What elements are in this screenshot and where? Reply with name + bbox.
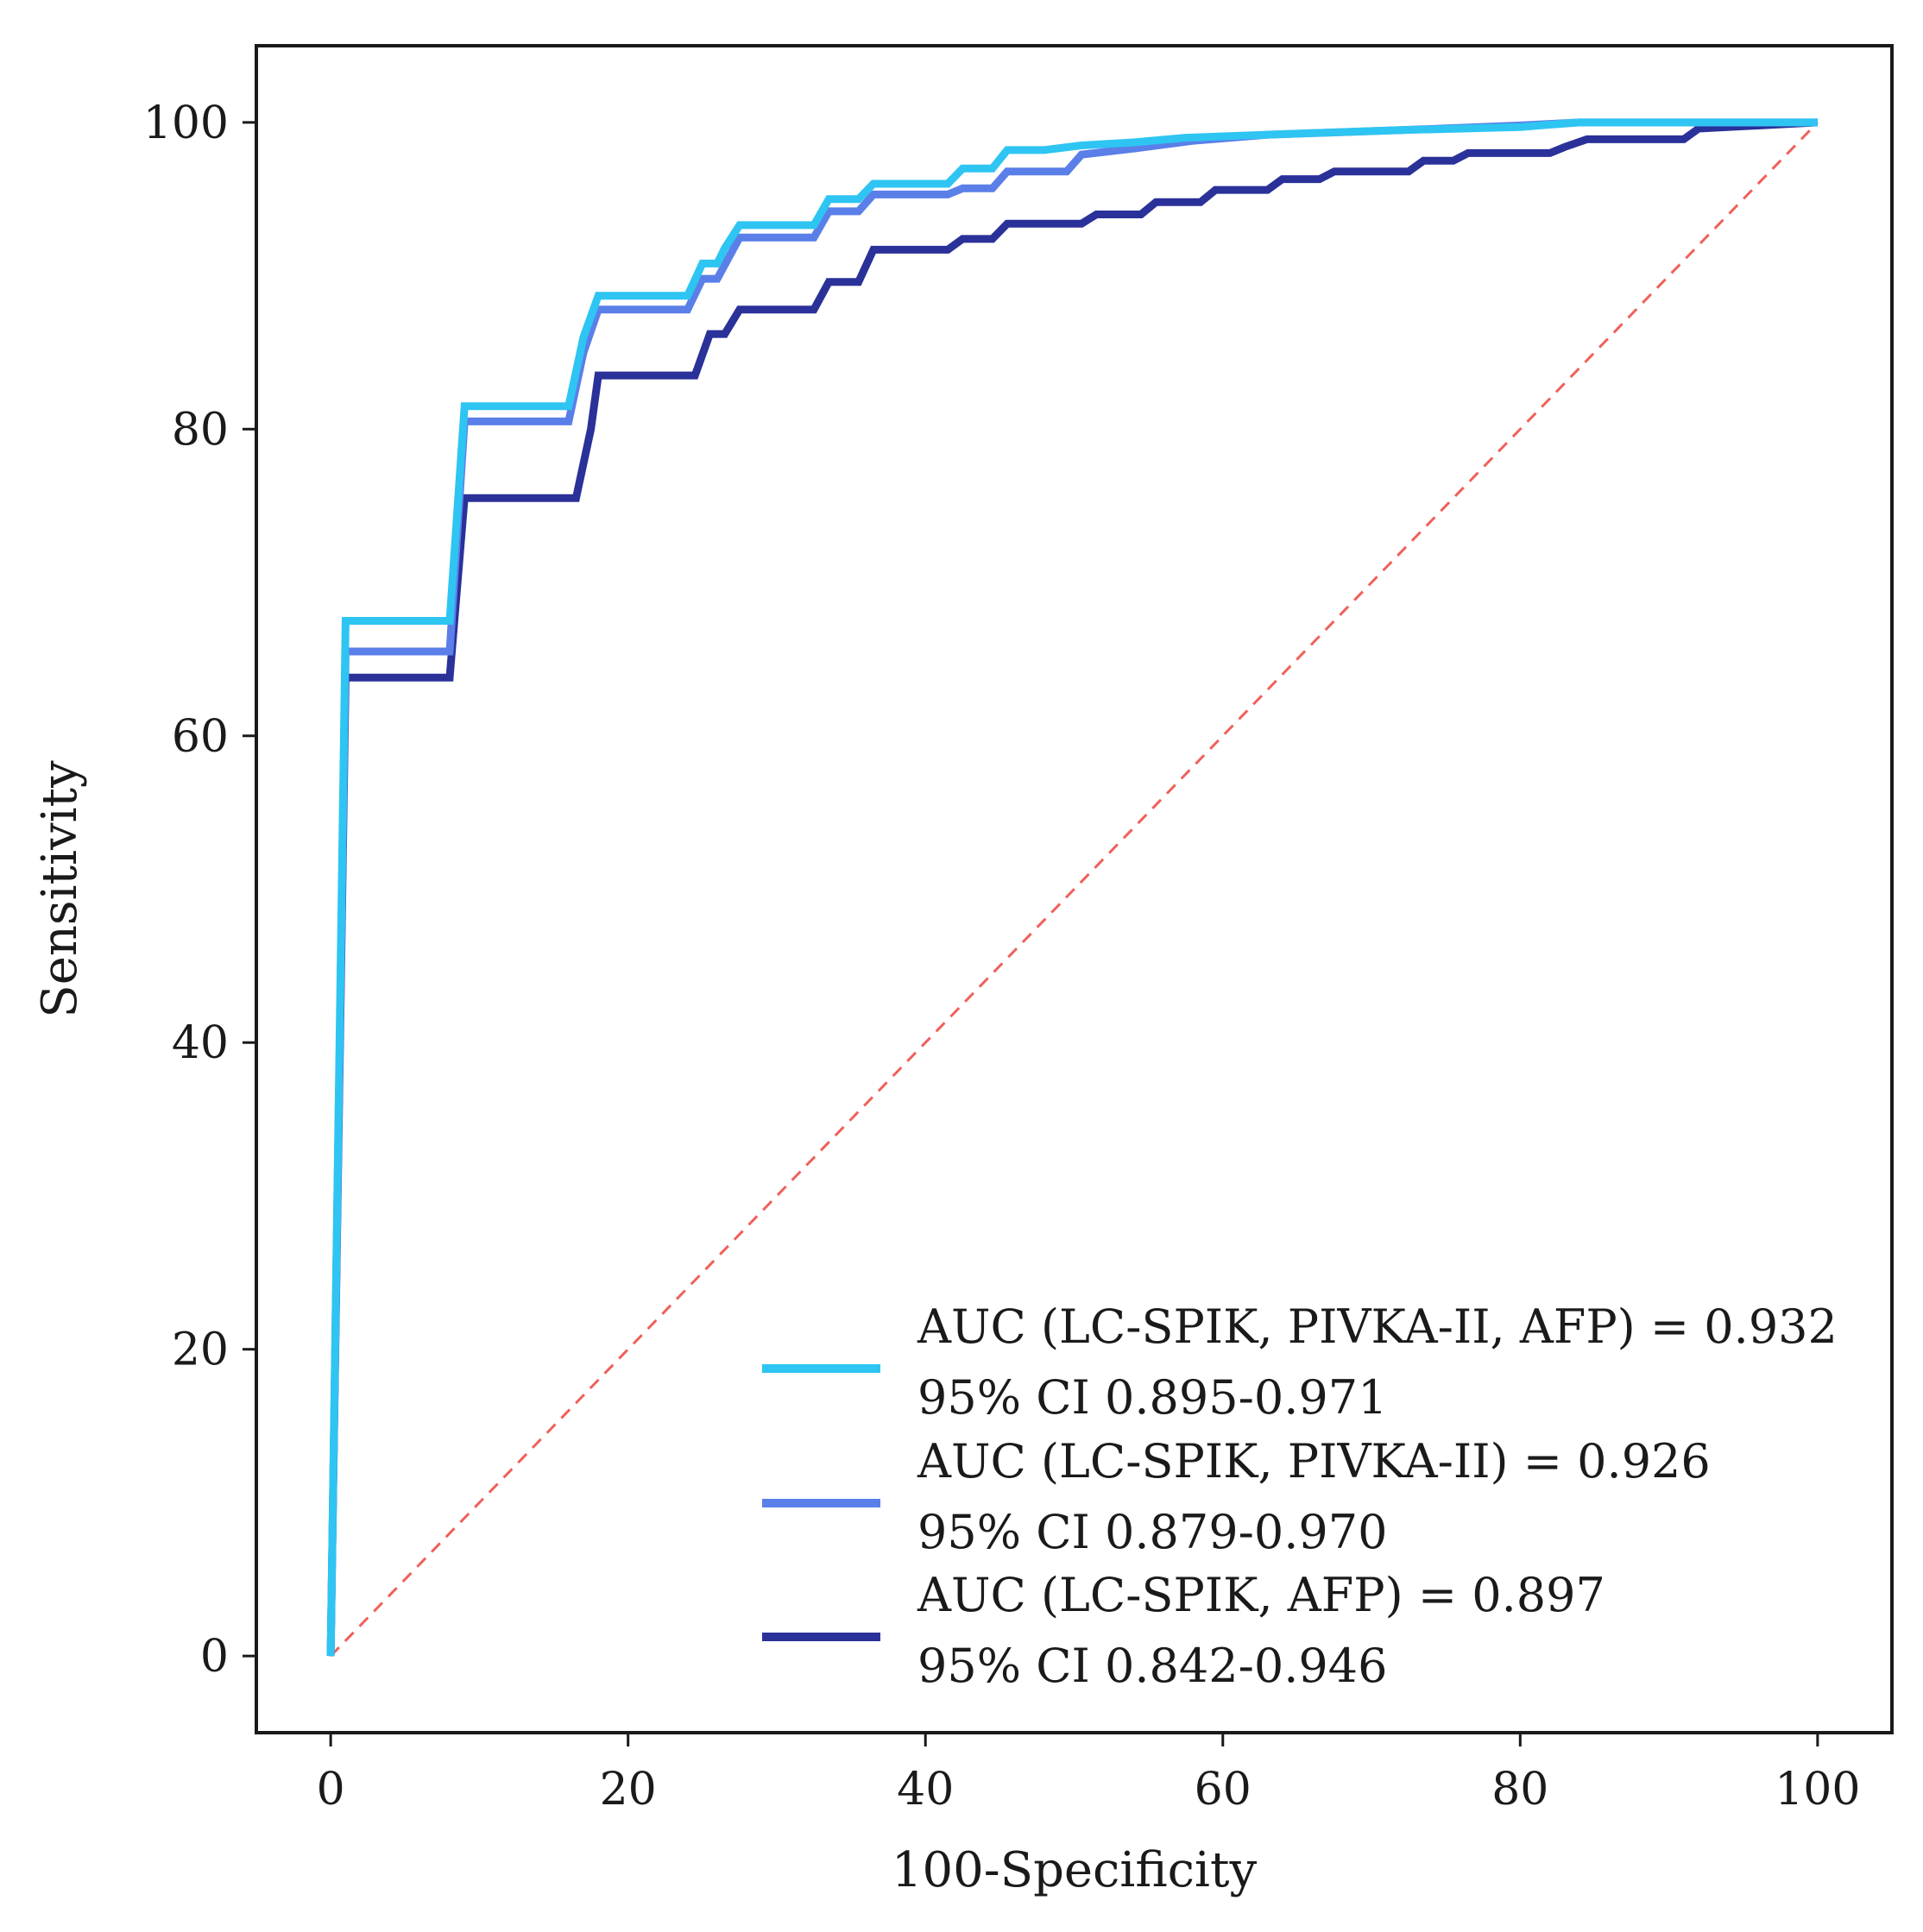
legend-ci-series-1: 95% CI 0.895-0.971	[917, 1370, 1387, 1425]
x-tick-label: 20	[600, 1764, 657, 1816]
chance-reference-line	[330, 121, 1819, 1658]
x-tick-label: 100	[1775, 1764, 1860, 1816]
plot-layer	[326, 118, 1819, 1658]
roc-curve-series-3	[326, 118, 1819, 1657]
y-tick-label: 60	[172, 711, 229, 763]
x-tick-label: 40	[897, 1764, 954, 1816]
y-tick-label: 20	[172, 1325, 229, 1376]
legend: AUC (LC-SPIK, PIVKA-II, AFP) = 0.932 95% …	[762, 1300, 1838, 1693]
y-tick-label: 40	[172, 1017, 229, 1069]
roc-curve-series-1	[326, 118, 1818, 1657]
x-tick-label: 80	[1491, 1764, 1548, 1816]
y-tick-label: 100	[143, 98, 229, 149]
x-axis-title: 100-Specificity	[892, 1842, 1258, 1898]
x-tick-label: 60	[1195, 1764, 1252, 1816]
axis-layer: 0 20 40 60 80 100 0 20 40 60 80 100	[143, 98, 1861, 1816]
legend-label-series-1: AUC (LC-SPIK, PIVKA-II, AFP) = 0.932	[917, 1300, 1838, 1354]
y-tick-label: 80	[172, 404, 229, 456]
legend-label-series-3: AUC (LC-SPIK, AFP) = 0.897	[917, 1568, 1605, 1622]
y-axis-title: Sensitivity	[32, 760, 88, 1018]
x-tick-label: 0	[317, 1764, 345, 1816]
plot-frame	[255, 44, 1894, 1734]
legend-ci-series-2: 95% CI 0.879-0.970	[917, 1505, 1387, 1559]
y-tick-label: 0	[200, 1631, 229, 1683]
legend-ci-series-3: 95% CI 0.842-0.946	[917, 1639, 1387, 1693]
legend-label-series-2: AUC (LC-SPIK, PIVKA-II) = 0.926	[917, 1434, 1711, 1488]
